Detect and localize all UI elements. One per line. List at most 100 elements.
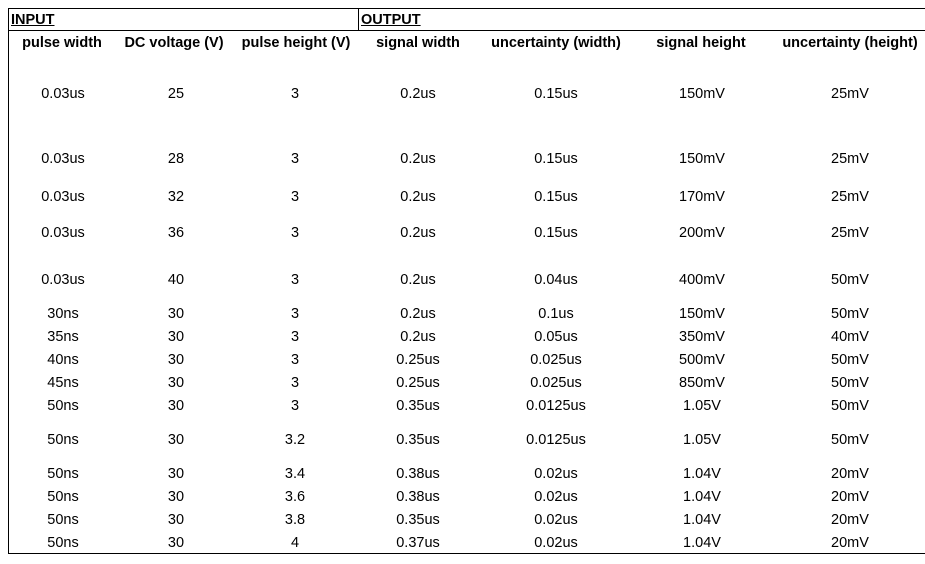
table-cell: 50mV	[831, 398, 869, 414]
table-cell: 20mV	[831, 512, 869, 528]
table-cell: 0.03us	[41, 189, 85, 205]
table-cell: 0.35us	[396, 398, 440, 414]
table-cell: 0.2us	[400, 189, 436, 205]
table-cell: 3.8	[284, 512, 306, 528]
table-cell: 0.03us	[41, 86, 85, 102]
table-cell: 50mV	[831, 375, 869, 391]
table-cell: 500mV	[679, 352, 725, 368]
table-cell: 30	[167, 432, 185, 448]
column-header: signal width	[376, 35, 460, 51]
table-cell: 25mV	[831, 86, 869, 102]
table-cell: 150mV	[679, 151, 725, 167]
table-cell: 0.03us	[41, 272, 85, 288]
table-cell: 50mV	[831, 432, 869, 448]
table-cell: 0.02us	[534, 535, 578, 551]
table-cell: 0.2us	[400, 225, 436, 241]
table-cell: 1.05V	[683, 398, 721, 414]
table-cell: 50ns	[47, 535, 79, 551]
input-section-label: INPUT	[11, 12, 55, 28]
column-header: uncertainty (width)	[491, 35, 621, 51]
table-cell: 0.15us	[534, 86, 578, 102]
table-cell: 20mV	[831, 535, 869, 551]
table-cell: 0.2us	[400, 272, 436, 288]
table-cell: 0.2us	[400, 306, 436, 322]
table-cell: 0.15us	[534, 225, 578, 241]
bottom-border	[8, 553, 925, 554]
table-cell: 40ns	[47, 352, 79, 368]
section-divider	[358, 8, 359, 31]
table-cell: 3	[290, 398, 300, 414]
column-header: DC voltage (V)	[124, 35, 224, 51]
table-cell: 0.35us	[396, 432, 440, 448]
table-cell: 0.2us	[400, 151, 436, 167]
output-section-label: OUTPUT	[361, 12, 421, 28]
table-cell: 0.025us	[530, 352, 582, 368]
table-cell: 3	[290, 329, 300, 345]
header-divider	[8, 30, 925, 31]
table-cell: 28	[167, 151, 185, 167]
table-cell: 0.38us	[396, 466, 440, 482]
table-cell: 1.04V	[683, 489, 721, 505]
table-cell: 850mV	[679, 375, 725, 391]
table-cell: 1.04V	[683, 512, 721, 528]
top-border	[8, 8, 925, 9]
table-cell: 50ns	[47, 398, 79, 414]
table-cell: 40	[167, 272, 185, 288]
table-cell: 3	[290, 306, 300, 322]
table-cell: 0.25us	[396, 352, 440, 368]
table-cell: 400mV	[679, 272, 725, 288]
left-border	[8, 8, 9, 554]
table-cell: 0.05us	[534, 329, 578, 345]
table-cell: 40mV	[831, 329, 869, 345]
table-cell: 3.2	[284, 432, 306, 448]
table-cell: 3	[290, 272, 300, 288]
table-cell: 170mV	[679, 189, 725, 205]
table-cell: 0.25us	[396, 375, 440, 391]
table-cell: 30ns	[47, 306, 79, 322]
column-header: signal height	[656, 35, 746, 51]
table-cell: 0.15us	[534, 189, 578, 205]
table-cell: 150mV	[679, 306, 725, 322]
table-cell: 30	[167, 398, 185, 414]
table-cell: 50mV	[831, 352, 869, 368]
table-cell: 1.04V	[683, 466, 721, 482]
table-cell: 32	[167, 189, 185, 205]
table-cell: 3.6	[284, 489, 306, 505]
table-cell: 50ns	[47, 512, 79, 528]
table-cell: 3	[290, 86, 300, 102]
table-cell: 0.025us	[530, 375, 582, 391]
table-cell: 3	[290, 352, 300, 368]
table-cell: 30	[167, 512, 185, 528]
table-cell: 0.2us	[400, 329, 436, 345]
table-cell: 0.02us	[534, 489, 578, 505]
table-cell: 0.0125us	[526, 398, 586, 414]
table-cell: 1.05V	[683, 432, 721, 448]
table-cell: 50ns	[47, 432, 79, 448]
table-cell: 0.04us	[534, 272, 578, 288]
table-cell: 350mV	[679, 329, 725, 345]
table-cell: 0.03us	[41, 151, 85, 167]
table-cell: 30	[167, 535, 185, 551]
table-cell: 30	[167, 329, 185, 345]
column-header: pulse height (V)	[241, 35, 351, 51]
table-cell: 0.38us	[396, 489, 440, 505]
table-cell: 50ns	[47, 489, 79, 505]
table-cell: 30	[167, 375, 185, 391]
table-cell: 150mV	[679, 86, 725, 102]
table-cell: 0.1us	[538, 306, 574, 322]
table-cell: 3	[290, 375, 300, 391]
table-cell: 3	[290, 225, 300, 241]
table-cell: 0.37us	[396, 535, 440, 551]
table-cell: 35ns	[47, 329, 79, 345]
column-header: uncertainty (height)	[782, 35, 918, 51]
table-cell: 3.4	[284, 466, 306, 482]
table-cell: 30	[167, 306, 185, 322]
table-cell: 4	[290, 535, 300, 551]
table-cell: 200mV	[679, 225, 725, 241]
table-cell: 50mV	[831, 272, 869, 288]
table-cell: 0.35us	[396, 512, 440, 528]
table-cell: 20mV	[831, 466, 869, 482]
table-cell: 25	[167, 86, 185, 102]
table-cell: 1.04V	[683, 535, 721, 551]
table-cell: 3	[290, 189, 300, 205]
